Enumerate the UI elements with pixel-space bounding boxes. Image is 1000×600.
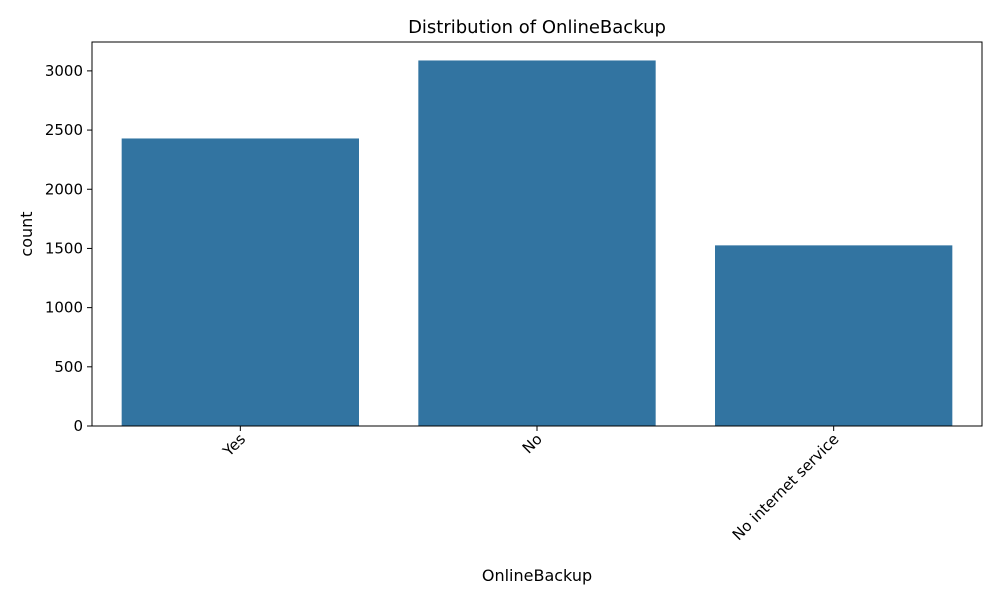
y-tick-label: 0: [73, 417, 83, 435]
bar-no: [418, 60, 656, 426]
y-tick-label: 3000: [45, 62, 83, 80]
bar-yes: [121, 138, 360, 426]
plot-frame: [91, 41, 983, 427]
chart-title: Distribution of OnlineBackup: [408, 17, 666, 38]
x-axis-label: OnlineBackup: [482, 566, 592, 585]
y-tick-label: 2000: [45, 180, 83, 198]
x-tick-label: No internet service: [729, 430, 843, 544]
x-tick-label: Yes: [219, 430, 250, 461]
y-tick-label: 500: [54, 358, 83, 376]
x-tick-label: No: [519, 430, 546, 457]
y-tick-label: 2500: [45, 121, 83, 139]
bars-group: [121, 60, 953, 426]
y-tick-label: 1000: [45, 299, 83, 317]
bar-no-internet-service: [715, 245, 953, 426]
x-axis-ticks: Yes No No internet service: [219, 426, 843, 544]
y-axis-label: count: [17, 211, 36, 256]
y-tick-label: 1500: [45, 239, 83, 257]
y-axis-ticks: 0 500 1000 1500 2000 2500 3000: [45, 62, 92, 435]
